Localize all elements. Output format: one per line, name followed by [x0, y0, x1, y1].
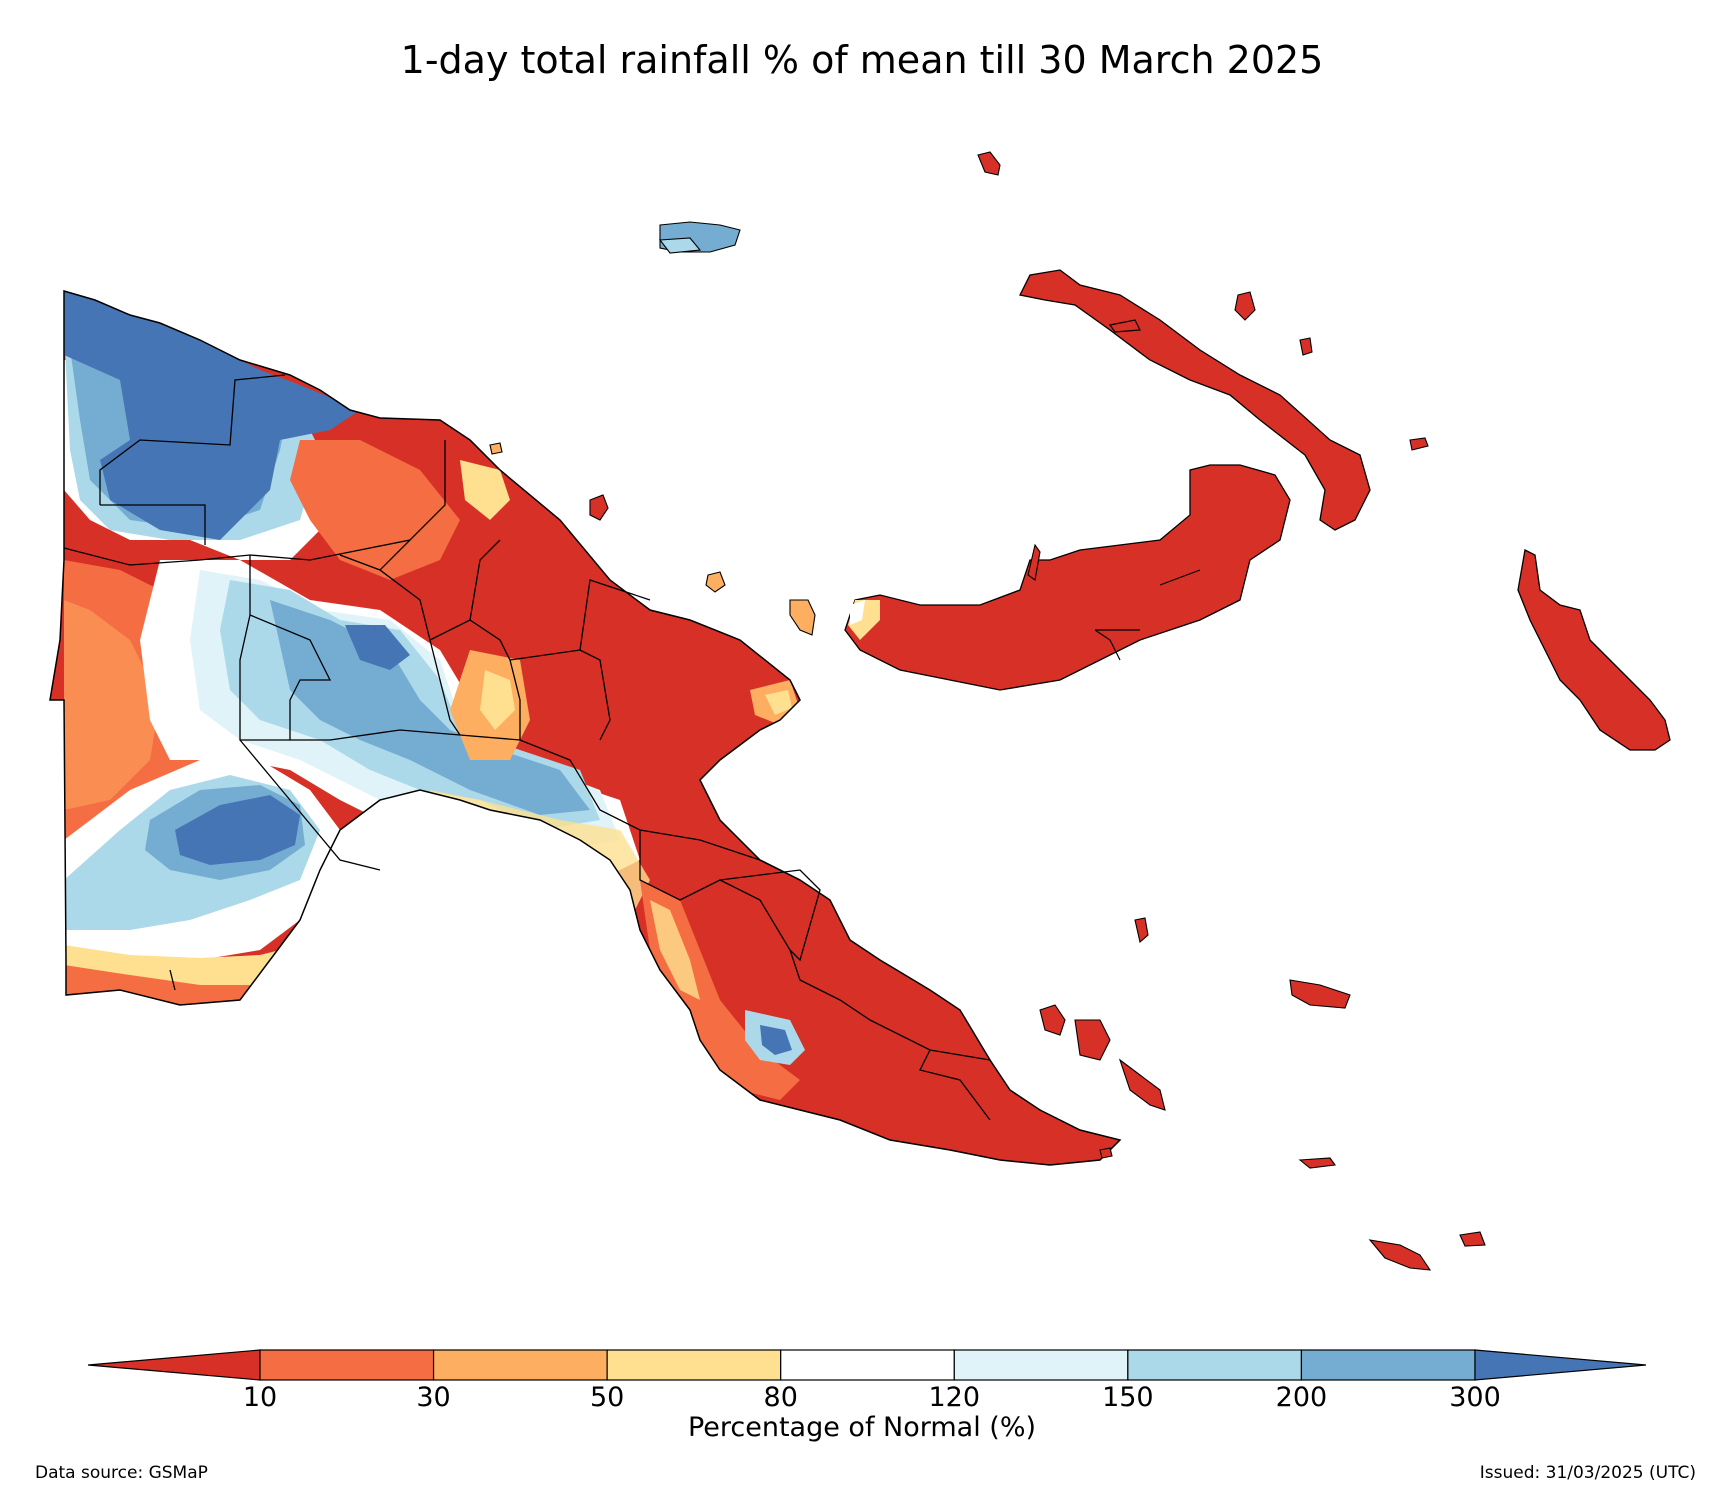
colorbar	[87, 1349, 1647, 1381]
colorbar-tick-label: 30	[416, 1382, 451, 1413]
colorbar-bin-1	[259, 1349, 435, 1381]
colorbar-bin-max	[1474, 1349, 1647, 1381]
colorbar-bin-6	[1127, 1349, 1303, 1381]
colorbar-bin-5	[953, 1349, 1129, 1381]
zone-ncentral-yellow	[460, 460, 510, 520]
colorbar-bin-7	[1300, 1349, 1476, 1381]
zone-sw-darkblue	[175, 795, 300, 865]
colorbar-tick-label: 10	[242, 1382, 278, 1413]
colorbar-tick-label: 80	[763, 1382, 798, 1413]
zone-ncentral-orange	[290, 440, 460, 580]
bougainville	[1517, 549, 1671, 751]
colorbar-tick-label: 150	[1102, 1382, 1154, 1413]
zone-peninsula-blue	[760, 1025, 792, 1055]
zone-highlands-yellow	[480, 670, 515, 730]
colorbar-bin-min	[87, 1349, 261, 1381]
province-boundaries	[63, 374, 991, 1121]
colorbar-tick-label: 120	[928, 1382, 981, 1413]
colorbar-bin-4	[780, 1349, 955, 1381]
colorbar-tick-label: 50	[589, 1382, 625, 1413]
map-title: 1-day total rainfall % of mean till 30 M…	[400, 38, 1324, 82]
zone-central-medblue	[270, 600, 590, 815]
colorbar-title: Percentage of Normal (%)	[687, 1412, 1037, 1443]
issued-date: Issued: 31/03/2025 (UTC)	[1479, 1463, 1696, 1483]
data-source: Data source: GSMaP	[35, 1463, 208, 1483]
islands	[489, 151, 1486, 1271]
colorbar-tick-label: 200	[1275, 1382, 1328, 1413]
zone-east-yellow	[765, 690, 792, 715]
colorbar-bin-2	[432, 1349, 608, 1381]
zone-peninsula-yellow	[650, 900, 700, 1000]
new-britain	[844, 464, 1291, 691]
zone-central-darkblue	[345, 625, 410, 670]
rainfall-map	[49, 151, 1671, 1271]
zone-nw-darkblue	[64, 291, 360, 540]
colorbar-tick-label: 300	[1449, 1382, 1501, 1413]
new-ireland	[1019, 269, 1371, 531]
colorbar-bin-3	[606, 1349, 782, 1381]
zone-west-lightorange	[64, 600, 160, 810]
